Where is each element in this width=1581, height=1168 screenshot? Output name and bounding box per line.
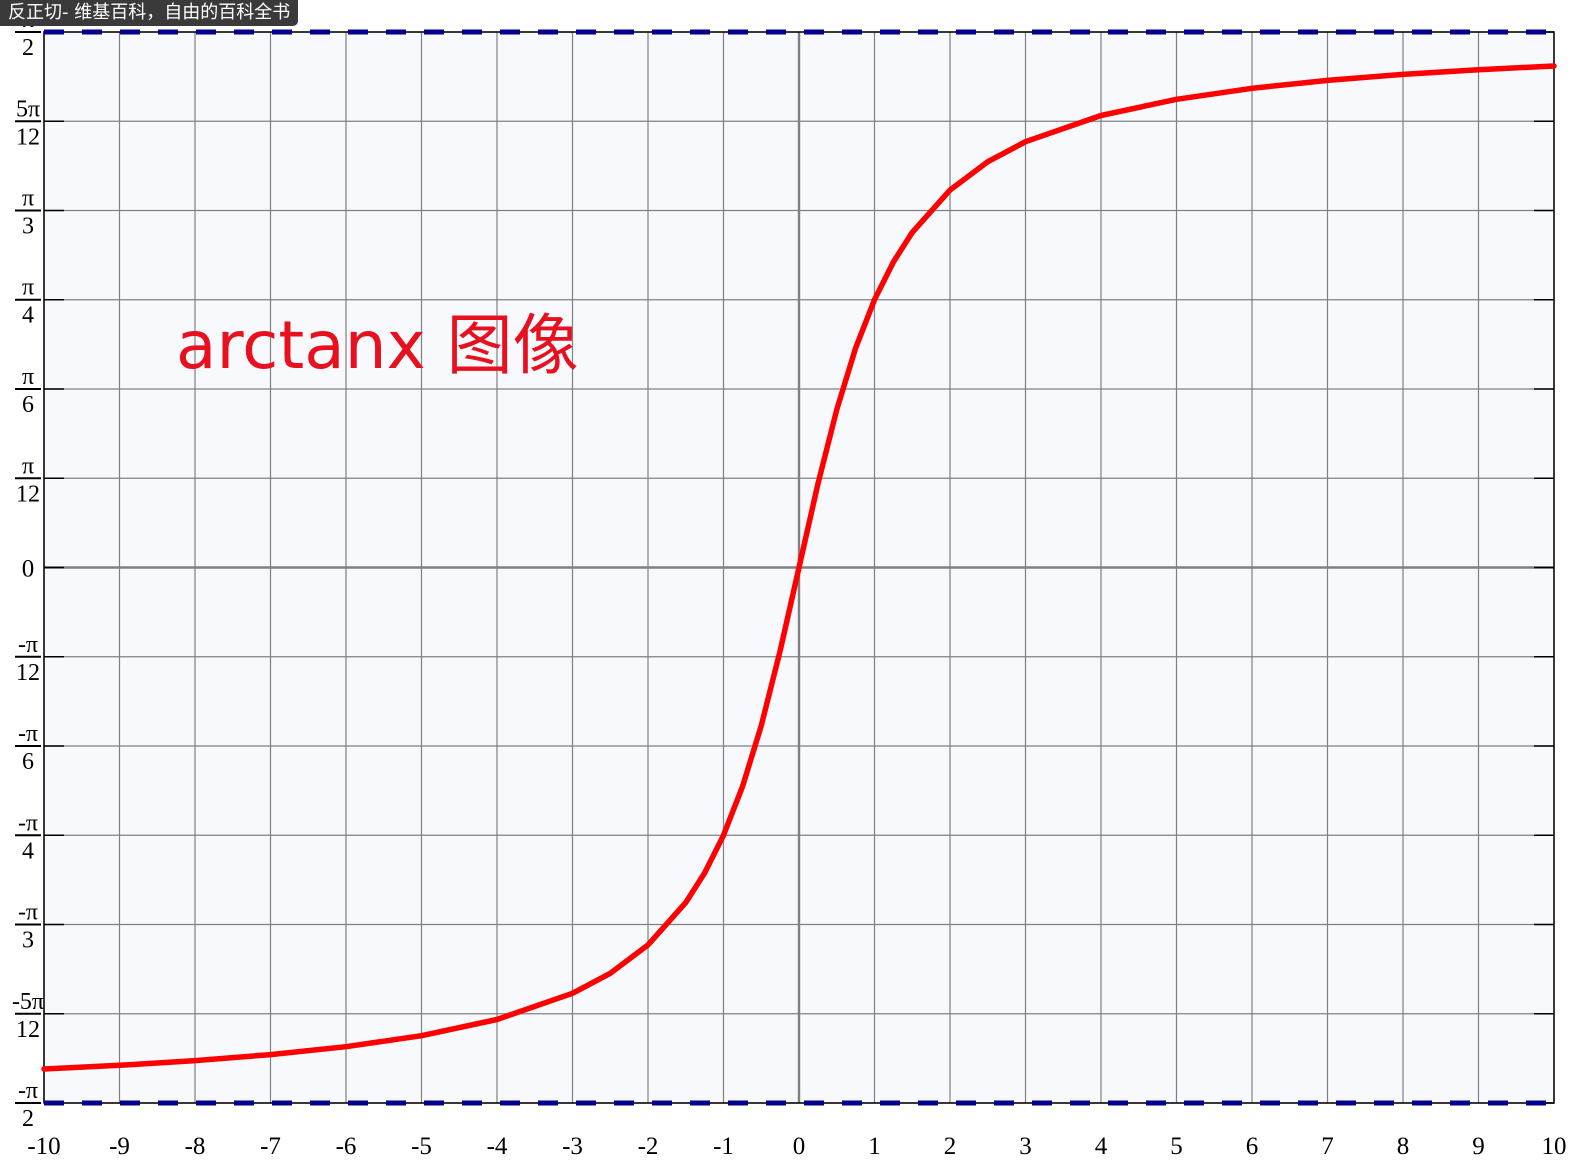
x-tick-label: -1	[713, 1133, 734, 1160]
x-tick-label: 8	[1397, 1133, 1410, 1160]
x-tick-label: 7	[1321, 1133, 1334, 1160]
x-tick-label: -4	[487, 1133, 508, 1160]
arctan-curve	[41, 63, 1557, 1072]
x-tick-label: -2	[638, 1133, 659, 1160]
y-tick-label-denominator: 2	[22, 35, 34, 61]
x-tick-label: -3	[562, 1133, 583, 1160]
x-tick-labels: -10 -9 -8 -7 -6 -5 -4 -3 -2 -1 0 1 2 3 4 5 6 7 8 9 10	[27, 1133, 1566, 1160]
y-tick-label-denominator: 12	[16, 1017, 40, 1043]
x-tick-label: 0	[793, 1133, 806, 1160]
y-tick-label-denominator: 12	[16, 660, 40, 686]
x-tick-label: 5	[1170, 1133, 1183, 1160]
y-tick-label-denominator: 2	[22, 1106, 34, 1132]
y-tick-label-denominator: 6	[22, 392, 34, 418]
x-tick-label: -9	[109, 1133, 130, 1160]
y-tick-label-denominator: 3	[22, 213, 34, 239]
x-tick-label: -5	[411, 1133, 432, 1160]
y-tick-label-numerator: -π	[18, 1078, 38, 1104]
x-tick-label: 1	[868, 1133, 881, 1160]
x-tick-label: 4	[1095, 1133, 1108, 1160]
x-tick-label: 6	[1246, 1133, 1259, 1160]
y-tick-label-numerator: π	[22, 364, 34, 390]
y-tick-label-denominator: 6	[22, 749, 34, 775]
x-tick-label: -6	[336, 1133, 357, 1160]
y-tick-label-denominator: 4	[22, 303, 34, 329]
y-tick-label-numerator: π	[22, 453, 34, 479]
curve-layer	[41, 63, 1557, 1072]
y-tick-label: 0	[22, 556, 35, 583]
x-tick-label: -8	[185, 1133, 206, 1160]
x-tick-label: -7	[260, 1133, 281, 1160]
y-tick-label-numerator: π	[22, 275, 34, 301]
x-tick-label: 2	[944, 1133, 957, 1160]
y-tick-label-denominator: 3	[22, 928, 34, 954]
y-tick-label-numerator: 5π	[16, 96, 40, 122]
browser-tab-title[interactable]: 反正切- 维基百科，自由的百科全书	[0, 0, 299, 26]
y-tick-label-denominator: 4	[22, 838, 34, 864]
chart-annotation: arctanx 图像	[176, 307, 579, 384]
plot-border	[43, 31, 1555, 1104]
y-tick-label-numerator: -5π	[12, 989, 44, 1015]
y-tick-label-numerator: -π	[18, 721, 38, 747]
x-tick-label: 10	[1542, 1133, 1567, 1160]
y-tick-label-numerator: -π	[18, 810, 38, 836]
y-tick-label-denominator: 12	[16, 481, 40, 507]
y-tick-label-numerator: -π	[18, 900, 38, 926]
asymptotes	[44, 29, 1554, 1106]
y-tick-label-numerator: π	[22, 185, 34, 211]
x-tick-label: 3	[1019, 1133, 1032, 1160]
y-tick-label-denominator: 12	[16, 124, 40, 150]
x-tick-label: -10	[27, 1133, 60, 1160]
y-tick-label-numerator: -π	[18, 632, 38, 658]
x-tick-label: 9	[1472, 1133, 1485, 1160]
